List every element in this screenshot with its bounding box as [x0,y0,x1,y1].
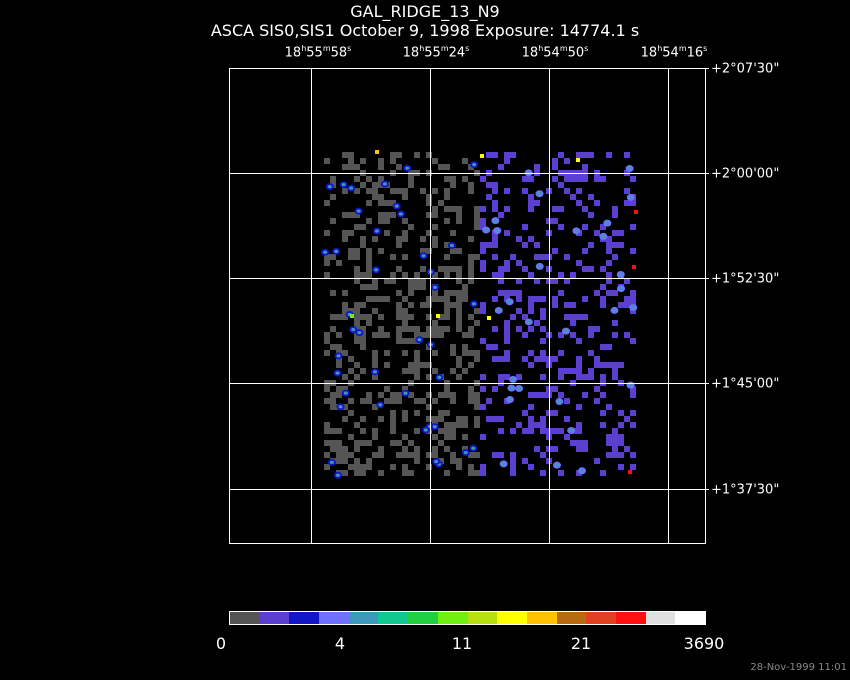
ra-label-3: 18h54m16s [640,44,708,61]
colorbar-segment [615,612,646,624]
colorbar-segment [319,612,349,624]
dec-label-2: +1°52'30" [711,271,780,287]
colorbar-segment [675,612,705,624]
colorbar-segment [586,612,616,624]
colorbar-segment [378,612,409,624]
dec-label-1: +2°00'00" [711,166,780,182]
colorbar-segment [467,612,498,624]
ra-label-2: 18h54m50s [521,44,589,61]
colorbar-segment [259,612,290,624]
colorbar-segment [437,612,468,624]
colorbar-segment [230,612,260,624]
ra-label-0: 18h55m58s [284,44,352,61]
color-scale-bar [229,611,706,625]
colorbar-segment [408,612,438,624]
colorbar-segment [497,612,527,624]
colorbar-segment [556,612,587,624]
colorbar-label-2: 11 [451,634,473,653]
ra-label-1: 18h55m24s [402,44,470,61]
colorbar-segment [348,612,379,624]
colorbar-segment [289,612,320,624]
colorbar-label-0: 0 [215,634,227,653]
image-title: GAL_RIDGE_13_N9 [350,2,500,21]
colorbar-label-4: 3690 [683,634,725,653]
dec-label-0: +2°07'30" [711,61,780,77]
colorbar-segment [645,612,676,624]
dec-label-4: +1°37'30" [711,482,780,498]
colorbar-segment [526,612,557,624]
timestamp: 28-Nov-1999 11:01 [750,662,847,673]
colorbar-label-1: 4 [334,634,346,653]
dec-label-3: +1°45'00" [711,376,780,392]
sky-image-panel [229,68,706,544]
observation-subtitle: ASCA SIS0,SIS1 October 9, 1998 Exposure:… [210,21,640,40]
colorbar-label-3: 21 [570,634,592,653]
